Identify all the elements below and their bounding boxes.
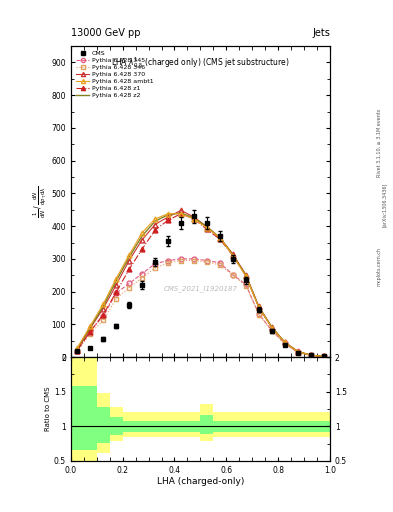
Text: 13000 GeV pp: 13000 GeV pp bbox=[71, 28, 140, 38]
Text: CMS_2021_I1920187: CMS_2021_I1920187 bbox=[163, 285, 237, 292]
Legend: CMS, Pythia 6.428 345, Pythia 6.428 346, Pythia 6.428 370, Pythia 6.428 ambt1, P: CMS, Pythia 6.428 345, Pythia 6.428 346,… bbox=[74, 49, 156, 100]
Text: Rivet 3.1.10, ≥ 3.1M events: Rivet 3.1.10, ≥ 3.1M events bbox=[377, 109, 382, 178]
Text: mcplots.cern.ch: mcplots.cern.ch bbox=[377, 247, 382, 286]
Y-axis label: $\frac{1}{\mathrm{d}N}\,/\,\frac{\mathrm{d}N}{\mathrm{d}p_\mathrm{T}\,\mathrm{d}: $\frac{1}{\mathrm{d}N}\,/\,\frac{\mathrm… bbox=[31, 185, 48, 218]
Text: LHA $\lambda^{1}_{0.5}$ (charged only) (CMS jet substructure): LHA $\lambda^{1}_{0.5}$ (charged only) (… bbox=[111, 55, 290, 70]
Y-axis label: Ratio to CMS: Ratio to CMS bbox=[45, 387, 51, 431]
X-axis label: LHA (charged-only): LHA (charged-only) bbox=[157, 477, 244, 486]
Text: Jets: Jets bbox=[312, 28, 330, 38]
Text: [arXiv:1306.3436]: [arXiv:1306.3436] bbox=[382, 183, 387, 227]
